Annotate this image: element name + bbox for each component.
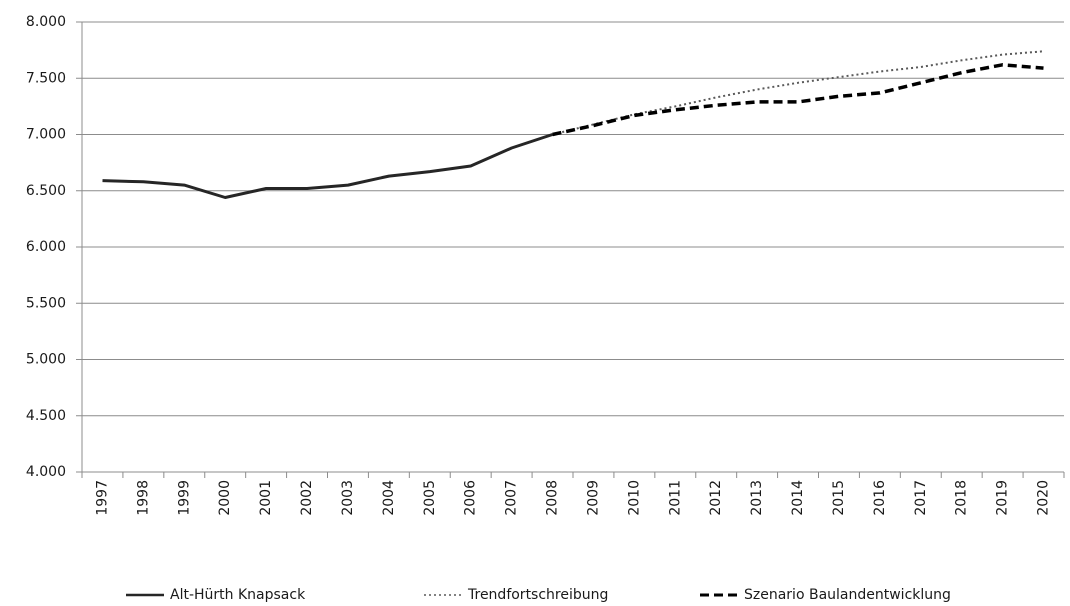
series-line — [552, 50, 1044, 136]
x-tick-label: 2017 — [913, 480, 929, 516]
x-tick-label: 2005 — [422, 480, 438, 516]
x-tick-label: 1998 — [135, 480, 151, 516]
x-tick-label: 2012 — [708, 480, 724, 516]
x-tick-label: 2004 — [381, 480, 397, 516]
x-tick-label: 2018 — [954, 480, 970, 516]
x-tick-label: 2000 — [217, 480, 233, 516]
x-tick-label: 2008 — [545, 480, 561, 516]
y-tick-label: 6.500 — [26, 183, 66, 199]
x-tick-label: 2016 — [872, 480, 888, 516]
series-line — [552, 63, 1044, 137]
x-tick-label: 1997 — [94, 480, 110, 516]
y-tick-label: 6.000 — [26, 239, 66, 255]
y-tick-label: 4.500 — [26, 408, 66, 424]
y-tick-label: 4.000 — [26, 464, 66, 480]
x-tick-label: 2007 — [504, 480, 520, 516]
y-tick-label: 8.000 — [26, 14, 66, 30]
x-tick-label: 2010 — [626, 480, 642, 516]
y-tick-label: 7.500 — [26, 70, 66, 86]
x-tick-label: 2009 — [585, 480, 601, 516]
x-tick-label: 2001 — [258, 480, 274, 516]
series-line — [102, 133, 553, 199]
x-tick-label: 2020 — [1036, 480, 1052, 516]
x-tick-label: 2015 — [831, 480, 847, 516]
legend-label: Szenario Baulandentwicklung — [744, 587, 951, 603]
legend-label: Trendfortschreibung — [467, 587, 608, 603]
x-tick-label: 2002 — [299, 480, 315, 516]
x-tick-label: 2006 — [463, 480, 479, 516]
y-tick-label: 5.000 — [26, 352, 66, 368]
x-tick-label: 2011 — [667, 480, 683, 516]
legend-label: Alt-Hürth Knapsack — [170, 587, 306, 603]
x-tick-label: 2013 — [749, 480, 765, 516]
x-tick-label: 2003 — [340, 480, 356, 516]
x-tick-label: 2019 — [995, 480, 1011, 516]
y-tick-label: 5.500 — [26, 295, 66, 311]
y-tick-label: 7.000 — [26, 127, 66, 143]
x-tick-label: 2014 — [790, 480, 806, 516]
x-tick-label: 1999 — [176, 480, 192, 516]
